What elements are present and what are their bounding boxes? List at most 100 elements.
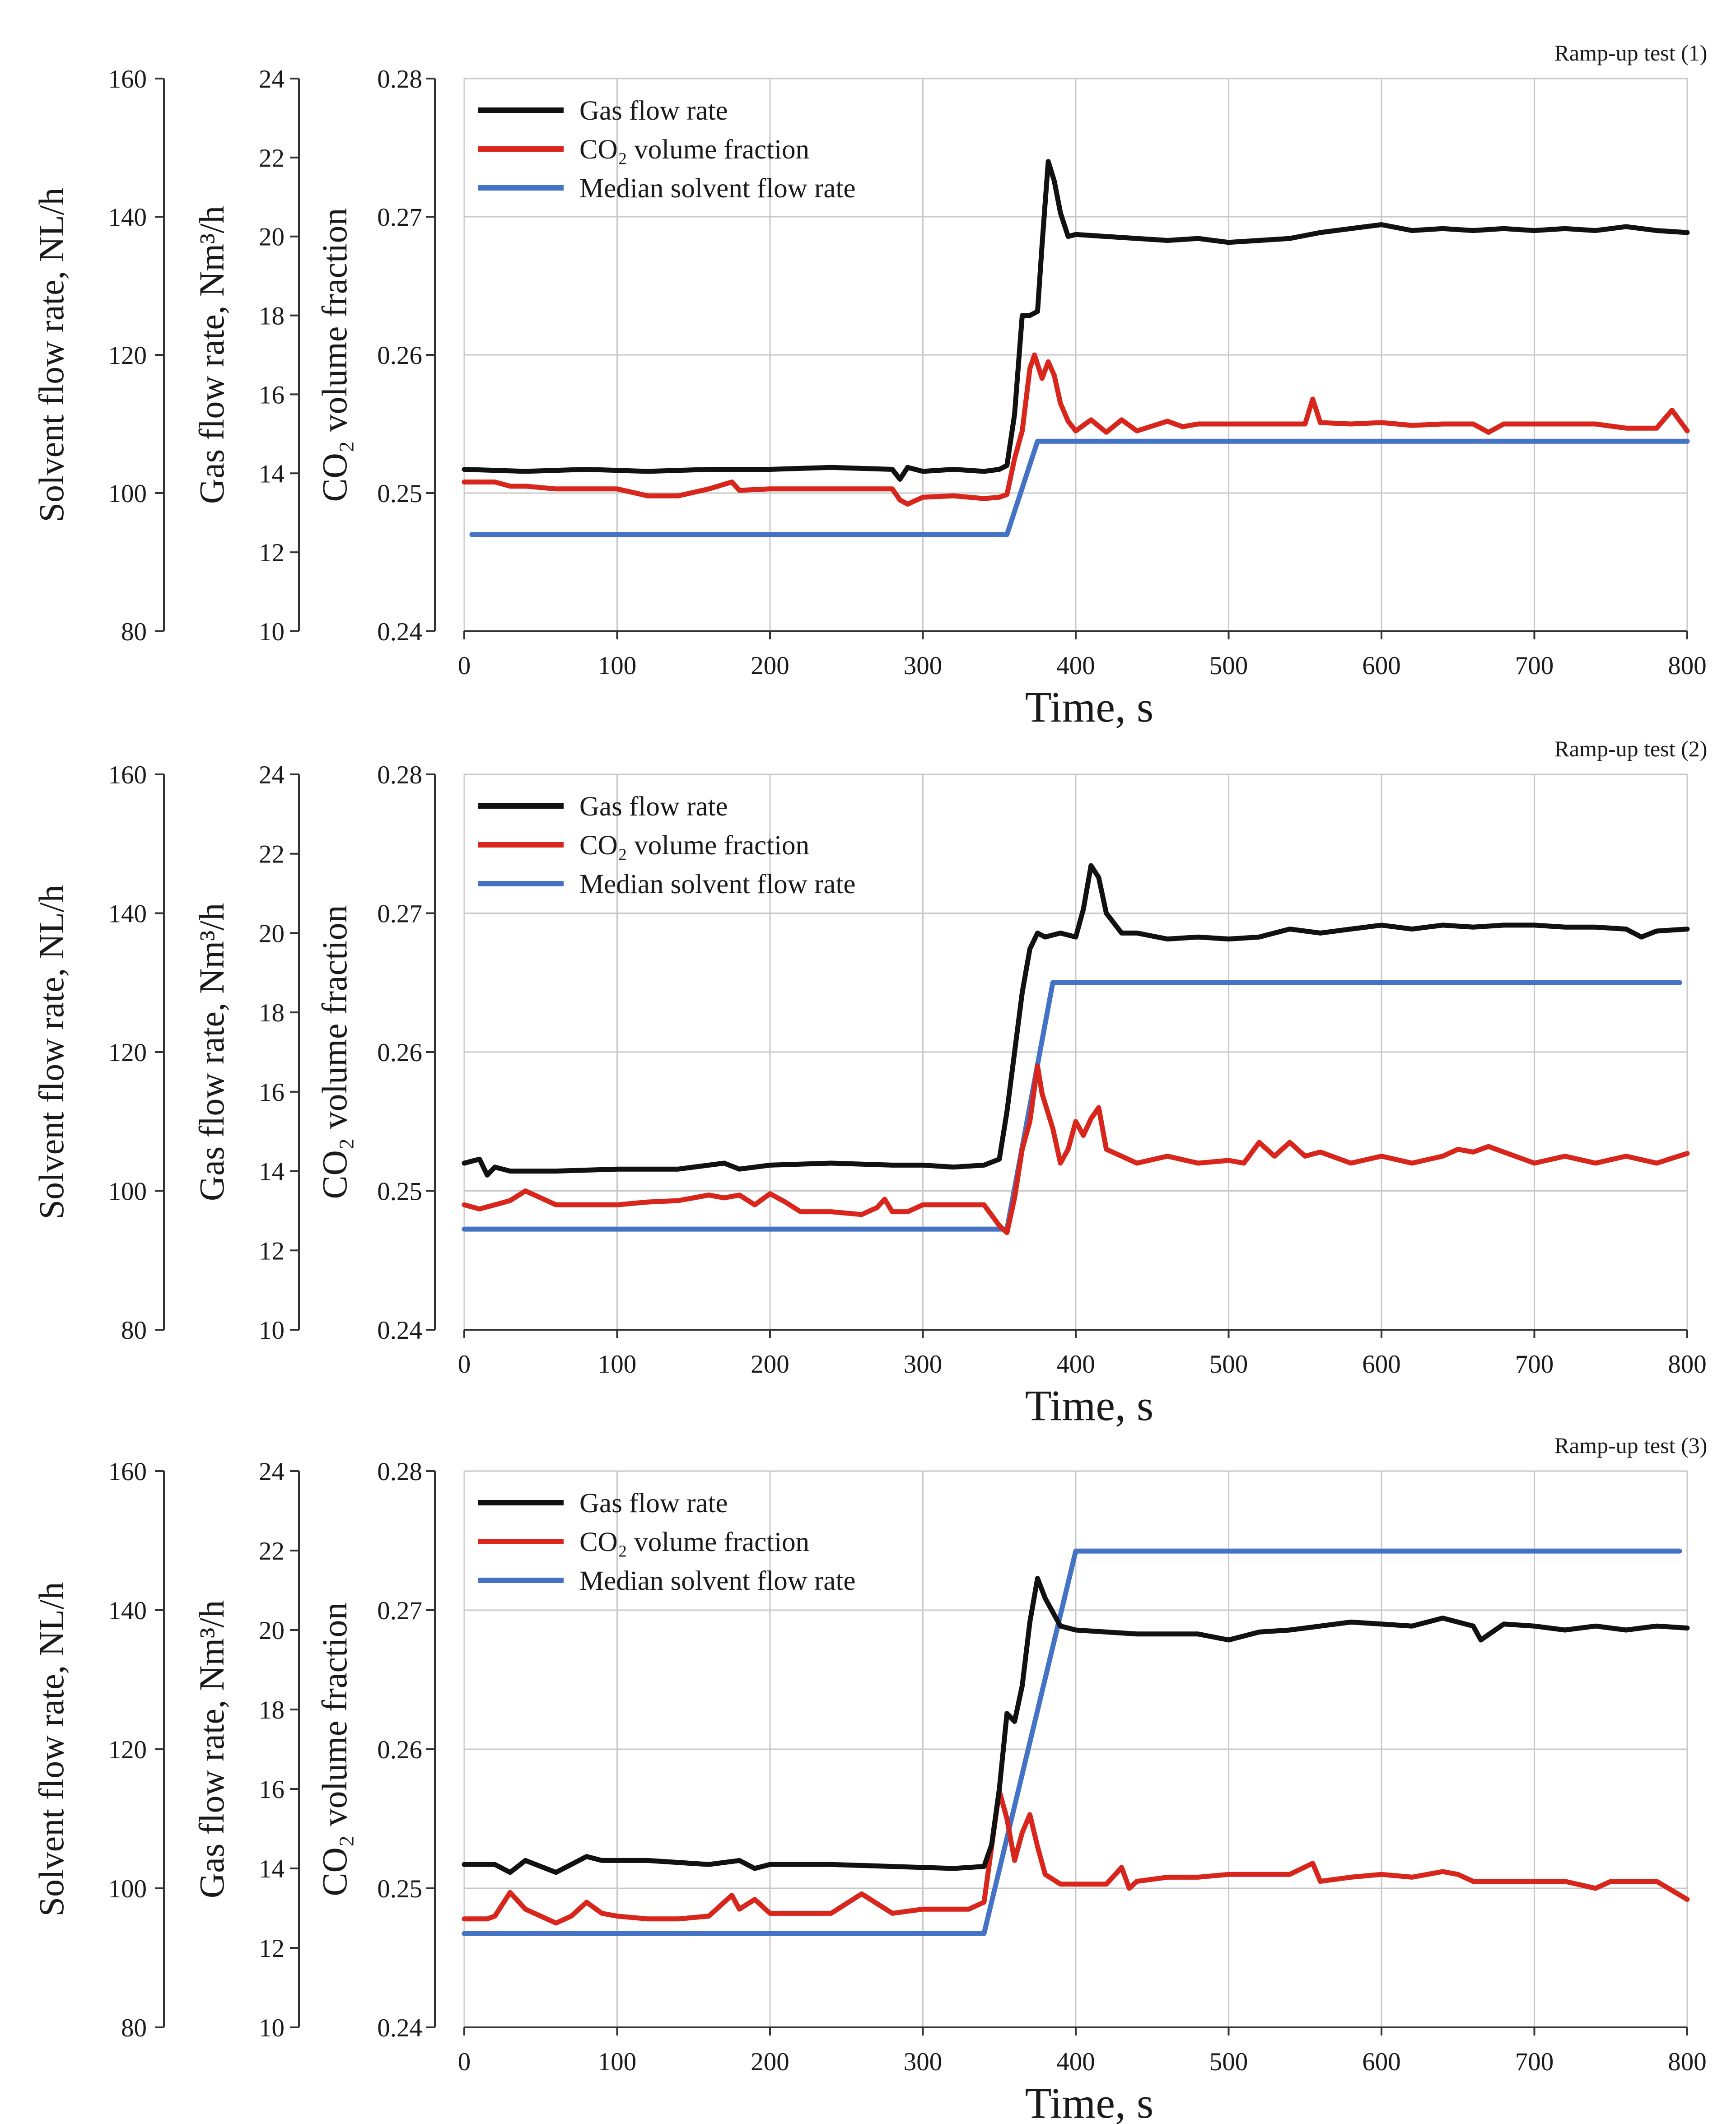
solvent-tick-label: 120 — [108, 1736, 147, 1764]
chart-panel-3: 0 100 200 300 400 500 600 700 800 Time, s Ramp-up … — [32, 1433, 1707, 2124]
gas-tick-label: 16 — [259, 1078, 285, 1107]
series-line-co2 — [462, 1063, 1690, 1235]
gas-tick-label: 24 — [259, 761, 285, 789]
solvent-tick-label: 100 — [108, 1178, 147, 1206]
series-line-gas — [462, 159, 1690, 482]
x-tick-label: 300 — [904, 1350, 943, 1379]
gas-tick-label: 24 — [259, 65, 285, 93]
x-tick-label: 200 — [751, 2048, 789, 2076]
co2-tick-label: 0.25 — [377, 1178, 422, 1206]
series-line-gas — [462, 1576, 1690, 1875]
solvent-tick-label: 160 — [108, 761, 147, 789]
gas-tick-label: 14 — [259, 1855, 285, 1883]
co2-tick-label: 0.28 — [377, 1458, 422, 1486]
x-tick-label: 700 — [1515, 2048, 1554, 2076]
co2-tick-label: 0.26 — [377, 1039, 422, 1067]
co2-tick-label: 0.28 — [377, 65, 422, 93]
co2-tick-label: 0.24 — [377, 1316, 422, 1345]
legend-label: Gas flow rate — [579, 1488, 728, 1518]
solvent-tick-label: 80 — [121, 1316, 147, 1345]
gas-tick-label: 22 — [259, 144, 285, 172]
solvent-tick-label: 120 — [108, 1039, 147, 1067]
gas-tick-label: 12 — [259, 539, 285, 567]
x-axis-title: Time, s — [1025, 2079, 1154, 2124]
series-line-co2 — [462, 1788, 1690, 1926]
solvent-tick-label: 120 — [108, 341, 147, 370]
series-line-gas — [462, 863, 1690, 1178]
x-tick-label: 200 — [751, 1350, 789, 1379]
x-tick-label: 0 — [458, 2048, 471, 2076]
gas-axis-title: Gas flow rate, Nm³/h — [192, 903, 231, 1201]
solvent-tick-label: 80 — [121, 2014, 147, 2042]
x-tick-label: 600 — [1362, 652, 1401, 680]
x-tick-label: 500 — [1209, 652, 1248, 680]
co2-tick-label: 0.26 — [377, 341, 422, 370]
gas-tick-label: 10 — [259, 1316, 285, 1345]
series-line-solvent — [462, 1548, 1682, 1936]
series-line-co2 — [462, 352, 1690, 507]
solvent-tick-label: 160 — [108, 1458, 147, 1486]
x-tick-label: 700 — [1515, 1350, 1554, 1379]
gas-tick-label: 16 — [259, 1775, 285, 1804]
co2-axis-title: CO₂ volume fraction — [315, 905, 354, 1199]
gas-tick-label: 24 — [259, 1458, 285, 1486]
legend-label: CO₂ volume fraction — [579, 135, 809, 165]
co2-tick-label: 0.25 — [377, 1875, 422, 1903]
solvent-tick-label: 140 — [108, 203, 147, 232]
chart-title: Ramp-up test (3) — [1554, 1433, 1708, 1458]
x-tick-label: 0 — [458, 652, 471, 680]
series-line-solvent — [469, 438, 1690, 537]
legend-label: CO₂ volume fraction — [579, 1527, 809, 1557]
co2-tick-label: 0.25 — [377, 480, 422, 508]
x-tick-label: 700 — [1515, 652, 1554, 680]
solvent-axis-title: Solvent flow rate, NL/h — [32, 188, 71, 522]
gas-tick-label: 18 — [259, 1696, 285, 1724]
x-axis-title: Time, s — [1025, 683, 1154, 731]
gas-axis-title: Gas flow rate, Nm³/h — [192, 1600, 231, 1898]
x-tick-label: 100 — [598, 2048, 637, 2076]
solvent-tick-label: 140 — [108, 900, 147, 928]
legend-label: Gas flow rate — [579, 96, 728, 126]
gas-tick-label: 14 — [259, 460, 285, 488]
co2-tick-label: 0.27 — [377, 900, 422, 928]
gas-tick-label: 10 — [259, 2014, 285, 2042]
gas-tick-label: 14 — [259, 1158, 285, 1186]
x-tick-label: 800 — [1668, 1350, 1707, 1379]
co2-tick-label: 0.24 — [377, 618, 422, 646]
co2-tick-label: 0.27 — [377, 203, 422, 232]
x-tick-label: 400 — [1056, 652, 1095, 680]
legend-label: Gas flow rate — [579, 792, 728, 822]
x-tick-label: 400 — [1056, 1350, 1095, 1379]
legend-label: Median solvent flow rate — [579, 869, 856, 899]
co2-axis-title: CO₂ volume fraction — [315, 208, 354, 502]
chart-title: Ramp-up test (1) — [1554, 40, 1708, 65]
x-tick-label: 500 — [1209, 2048, 1248, 2076]
solvent-tick-label: 140 — [108, 1597, 147, 1625]
x-tick-label: 300 — [904, 652, 943, 680]
gas-tick-label: 18 — [259, 999, 285, 1027]
gas-tick-label: 22 — [259, 840, 285, 869]
solvent-tick-label: 100 — [108, 1875, 147, 1903]
x-tick-label: 100 — [598, 652, 637, 680]
legend-label: Median solvent flow rate — [579, 173, 856, 204]
solvent-tick-label: 80 — [121, 618, 147, 646]
gas-tick-label: 20 — [259, 1616, 285, 1645]
gas-tick-label: 20 — [259, 919, 285, 948]
gas-tick-label: 20 — [259, 223, 285, 252]
x-tick-label: 100 — [598, 1350, 637, 1379]
co2-tick-label: 0.26 — [377, 1736, 422, 1764]
gas-tick-label: 18 — [259, 302, 285, 331]
co2-tick-label: 0.27 — [377, 1597, 422, 1625]
gas-tick-label: 16 — [259, 381, 285, 409]
x-tick-label: 200 — [751, 652, 789, 680]
x-tick-label: 300 — [904, 2048, 943, 2076]
co2-axis-title: CO₂ volume fraction — [315, 1602, 354, 1896]
chart-panel-2: 0 100 200 300 400 500 600 700 800 Time, s Ramp-up … — [32, 736, 1707, 1430]
solvent-tick-label: 160 — [108, 65, 147, 93]
x-tick-label: 600 — [1362, 2048, 1401, 2076]
solvent-axis-title: Solvent flow rate, NL/h — [32, 1582, 71, 1917]
gas-tick-label: 12 — [259, 1237, 285, 1265]
x-tick-label: 800 — [1668, 652, 1707, 680]
co2-tick-label: 0.28 — [377, 761, 422, 789]
